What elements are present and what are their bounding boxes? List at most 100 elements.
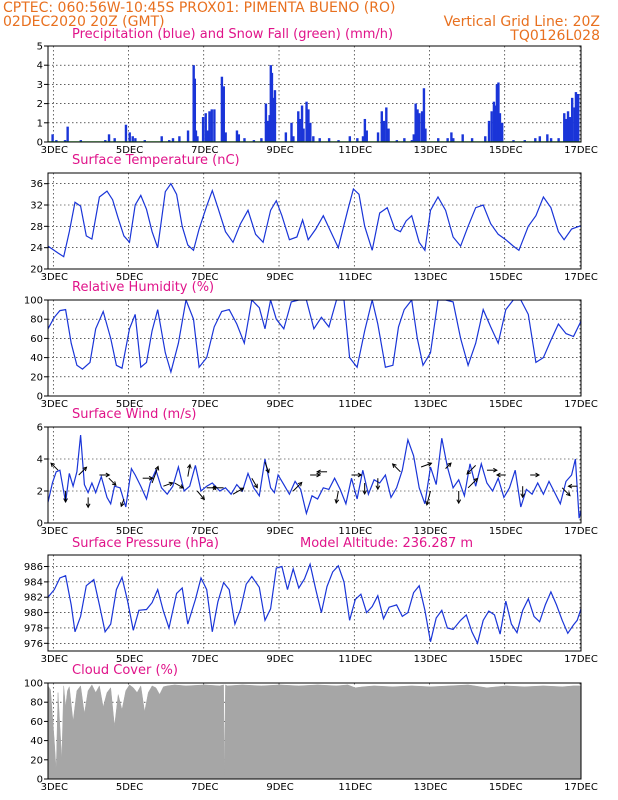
wind-arrow-head <box>82 466 88 472</box>
precip-bar <box>564 118 568 142</box>
precip-bar <box>260 138 263 142</box>
wind-arrow-shaft <box>426 490 431 505</box>
precip-bar <box>424 128 427 142</box>
precip-bar <box>134 138 137 142</box>
wind-arrow-head <box>120 502 125 508</box>
precip-bar <box>168 140 171 142</box>
pressure-xtick-label: 11DEC <box>338 654 372 665</box>
pressure-xtick-label: 17DEC <box>564 654 598 665</box>
wind-arrow-head <box>253 483 258 489</box>
temperature-ytick-label: 28 <box>30 222 43 233</box>
header-model-code: TQ0126L028 <box>509 28 600 44</box>
cloud-ytick-label: 20 <box>30 755 43 766</box>
wind-arrow-head <box>148 475 154 481</box>
temperature-xtick-label: 7DEC <box>191 272 218 283</box>
precip-bar <box>201 117 205 142</box>
wind-arrow-head <box>447 462 452 468</box>
pressure-subtitle: Model Altitude: 236.287 m <box>300 536 473 551</box>
precip-bar <box>500 122 504 142</box>
wind-arrow <box>391 463 401 473</box>
cloud-xtick-label: 5DEC <box>116 782 143 793</box>
humidity-xtick-label: 3DEC <box>41 399 68 410</box>
precip-bar <box>403 138 406 142</box>
temperature-panel: Surface Temperature (nC) 20 24 28 32 36 3DEC 5D… <box>30 153 598 283</box>
wind-arrow-head <box>456 499 462 505</box>
precip-bar <box>418 113 421 142</box>
wind-arrow-head <box>425 500 430 506</box>
temperature-ytick-label: 24 <box>30 243 43 254</box>
wind-arrow-head <box>297 481 303 487</box>
cloud-plot <box>48 684 581 779</box>
wind-arrow <box>580 475 581 476</box>
pressure-xtick-label: 13DEC <box>414 654 448 665</box>
wind-arrow <box>120 498 125 508</box>
humidity-ytick-label: 20 <box>30 372 43 383</box>
wind-xtick-label: 5DEC <box>116 526 143 537</box>
precip-bar <box>266 120 269 142</box>
humidity-line <box>48 300 581 375</box>
wind-arrow <box>85 497 91 509</box>
wind-arrow <box>520 486 526 499</box>
precip-bar <box>79 140 83 142</box>
precip-bar <box>487 120 491 142</box>
precip-bar <box>104 140 107 142</box>
wind-arrow-head <box>466 469 472 475</box>
wind-arrow <box>310 472 322 478</box>
precip-bar <box>55 140 58 142</box>
precip-bar <box>63 140 67 142</box>
wind-arrow-head <box>111 481 117 486</box>
temperature-xtick-label: 9DEC <box>266 272 293 283</box>
wind-arrow <box>425 490 431 506</box>
wind-arrow <box>174 482 185 489</box>
cloud-xtick-label: 13DEC <box>414 782 448 793</box>
precip-bar <box>264 103 268 142</box>
wind-arrow <box>456 491 462 505</box>
pressure-ytick-label: 978 <box>24 623 43 634</box>
precipitation-xtick-label: 5DEC <box>116 145 143 156</box>
humidity-ytick-label: 80 <box>30 315 43 326</box>
wind-arrow-shaft <box>151 466 159 484</box>
wind-arrow-head <box>362 490 368 496</box>
precipitation-xtick-label: 3DEC <box>41 145 68 156</box>
wind-ytick-label: 6 <box>37 423 43 434</box>
wind-arrow-head <box>168 481 174 487</box>
precip-bar <box>327 138 331 142</box>
humidity-xtick-label: 9DEC <box>266 399 293 410</box>
precip-bar <box>557 138 560 142</box>
wind-arrow <box>486 467 498 473</box>
precip-bar <box>113 138 116 142</box>
precipitation-xtick-label: 7DEC <box>191 145 218 156</box>
pressure-xtick-label: 3DEC <box>41 654 68 665</box>
header-station-line: CPTEC: 060:56W-10:45S PROX01: PIMENTA BU… <box>3 0 395 16</box>
wind-arrow <box>316 469 328 475</box>
precip-bar <box>273 90 277 142</box>
wind-arrow-head <box>239 487 245 492</box>
pressure-ytick-label: 976 <box>24 639 43 650</box>
temperature-frame <box>47 172 582 270</box>
pressure-ytick-label: 984 <box>24 577 43 588</box>
precip-bar <box>290 122 293 142</box>
wind-arrow <box>362 483 368 496</box>
humidity-ytick-label: 100 <box>24 296 43 307</box>
precip-bar <box>107 134 111 142</box>
precip-bar <box>446 138 449 142</box>
wind-arrow-shaft <box>174 482 184 489</box>
precip-bar <box>66 126 69 142</box>
panels: Precipitation (blue) and Snow Fall (gree… <box>24 27 598 793</box>
cloud-ytick-label: 100 <box>24 679 43 690</box>
cloud-xtick-label: 7DEC <box>191 782 218 793</box>
precipitation-ytick-label: 1 <box>37 118 43 129</box>
cloud-ytick-label: 40 <box>30 736 43 747</box>
wind-arrow <box>351 472 363 478</box>
precip-bar <box>298 118 301 142</box>
wind-ytick-label: 4 <box>37 455 43 466</box>
wind-arrow-shaft <box>580 475 581 476</box>
temperature-line <box>48 182 581 258</box>
precip-bar <box>210 109 213 142</box>
wind-arrow <box>420 462 433 468</box>
wind-arrow-head <box>187 463 192 469</box>
wind-arrow-shaft <box>163 482 173 487</box>
humidity-ytick-label: 0 <box>37 392 43 403</box>
pressure-xtick-label: 9DEC <box>266 654 293 665</box>
humidity-plot <box>48 300 581 375</box>
